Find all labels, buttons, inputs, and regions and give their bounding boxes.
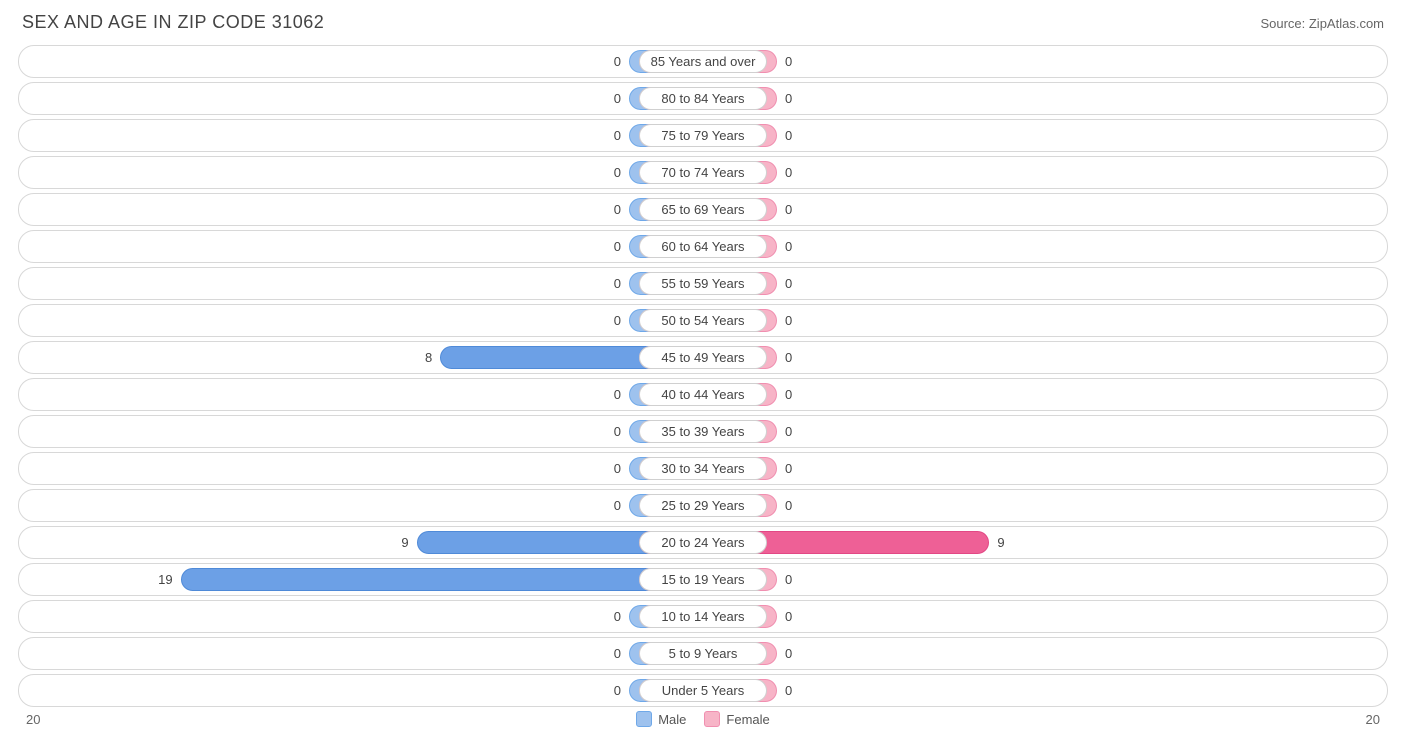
male-value: 0 [614, 198, 621, 221]
male-value: 0 [614, 161, 621, 184]
axis-left-max: 20 [26, 712, 40, 727]
male-value: 0 [614, 642, 621, 665]
age-category-pill: 60 to 64 Years [639, 235, 767, 258]
age-category-pill: 65 to 69 Years [639, 198, 767, 221]
female-value: 0 [785, 605, 792, 628]
pyramid-row: 65 to 69 Years 0 0 [18, 193, 1388, 226]
male-value: 8 [425, 346, 432, 369]
age-category-pill: 80 to 84 Years [639, 87, 767, 110]
pyramid-row: 50 to 54 Years 0 0 [18, 304, 1388, 337]
female-value: 0 [785, 494, 792, 517]
pyramid-row: 80 to 84 Years 0 0 [18, 82, 1388, 115]
population-pyramid-chart: 85 Years and over0080 to 84 Years0075 to… [18, 45, 1388, 707]
age-category-pill: 10 to 14 Years [639, 605, 767, 628]
age-category-pill: 30 to 34 Years [639, 457, 767, 480]
chart-legend: Male Female [636, 711, 770, 727]
male-value: 9 [401, 531, 408, 554]
legend-male-swatch [636, 711, 652, 727]
age-category-pill: 25 to 29 Years [639, 494, 767, 517]
pyramid-row: 70 to 74 Years 0 0 [18, 156, 1388, 189]
legend-female-label: Female [726, 712, 769, 727]
pyramid-row: Under 5 Years 0 0 [18, 674, 1388, 707]
pyramid-row: 60 to 64 Years 0 0 [18, 230, 1388, 263]
pyramid-row: 5 to 9 Years 0 0 [18, 637, 1388, 670]
age-category-pill: Under 5 Years [639, 679, 767, 702]
female-value: 0 [785, 642, 792, 665]
female-value: 0 [785, 346, 792, 369]
male-value: 0 [614, 383, 621, 406]
female-value: 0 [785, 124, 792, 147]
age-category-pill: 15 to 19 Years [639, 568, 767, 591]
age-category-pill: 70 to 74 Years [639, 161, 767, 184]
legend-female: Female [704, 711, 769, 727]
pyramid-row: 45 to 49 Years 8 0 [18, 341, 1388, 374]
pyramid-row: 15 to 19 Years 19 0 [18, 563, 1388, 596]
age-category-pill: 35 to 39 Years [639, 420, 767, 443]
age-category-pill: 75 to 79 Years [639, 124, 767, 147]
chart-source: Source: ZipAtlas.com [1260, 16, 1384, 31]
male-value: 0 [614, 235, 621, 258]
male-value: 0 [614, 420, 621, 443]
pyramid-row: 85 Years and over 0 0 [18, 45, 1388, 78]
legend-male-label: Male [658, 712, 686, 727]
female-value: 0 [785, 420, 792, 443]
female-value: 0 [785, 235, 792, 258]
pyramid-row: 55 to 59 Years 0 0 [18, 267, 1388, 300]
axis-right-max: 20 [1366, 712, 1380, 727]
male-value: 0 [614, 457, 621, 480]
pyramid-row: 10 to 14 Years 0 0 [18, 600, 1388, 633]
female-value: 0 [785, 568, 792, 591]
age-category-pill: 5 to 9 Years [639, 642, 767, 665]
female-value: 0 [785, 50, 792, 73]
female-value: 0 [785, 161, 792, 184]
age-category-pill: 85 Years and over [639, 50, 767, 73]
pyramid-row: 75 to 79 Years 0 0 [18, 119, 1388, 152]
male-value: 0 [614, 272, 621, 295]
female-value: 9 [997, 531, 1004, 554]
age-category-pill: 45 to 49 Years [639, 346, 767, 369]
male-value: 0 [614, 494, 621, 517]
chart-title: SEX AND AGE IN ZIP CODE 31062 [22, 12, 324, 33]
male-value: 0 [614, 605, 621, 628]
pyramid-row: 35 to 39 Years 0 0 [18, 415, 1388, 448]
legend-male: Male [636, 711, 686, 727]
chart-footer: 20 Male Female 20 [18, 711, 1388, 727]
legend-female-swatch [704, 711, 720, 727]
female-value: 0 [785, 309, 792, 332]
female-value: 0 [785, 383, 792, 406]
male-value: 19 [158, 568, 172, 591]
male-value: 0 [614, 124, 621, 147]
female-value: 0 [785, 679, 792, 702]
male-value: 0 [614, 87, 621, 110]
pyramid-row: 30 to 34 Years 0 0 [18, 452, 1388, 485]
male-value: 0 [614, 309, 621, 332]
age-category-pill: 40 to 44 Years [639, 383, 767, 406]
male-value: 0 [614, 50, 621, 73]
age-category-pill: 55 to 59 Years [639, 272, 767, 295]
female-value: 0 [785, 272, 792, 295]
age-category-pill: 50 to 54 Years [639, 309, 767, 332]
pyramid-row: 20 to 24 Years 9 9 [18, 526, 1388, 559]
female-value: 0 [785, 87, 792, 110]
male-value: 0 [614, 679, 621, 702]
female-value: 0 [785, 457, 792, 480]
female-value: 0 [785, 198, 792, 221]
age-category-pill: 20 to 24 Years [639, 531, 767, 554]
pyramid-row: 40 to 44 Years 0 0 [18, 378, 1388, 411]
pyramid-row: 25 to 29 Years 0 0 [18, 489, 1388, 522]
chart-header: SEX AND AGE IN ZIP CODE 31062 Source: Zi… [18, 12, 1388, 33]
